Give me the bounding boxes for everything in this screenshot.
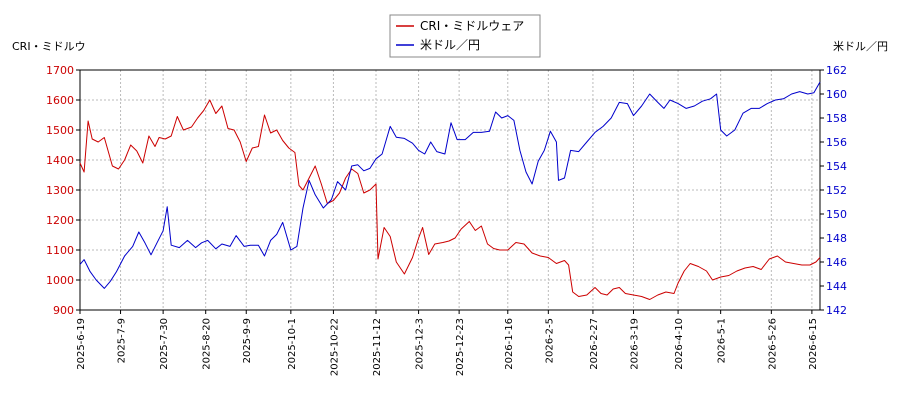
- right-tick-label: 162: [826, 64, 847, 77]
- x-tick-label: 2025-8-20: [202, 318, 213, 370]
- legend: CRI・ミドルウェア 米ドル／円: [389, 14, 541, 58]
- left-tick-label: 1600: [46, 94, 74, 107]
- left-tick-label: 1500: [46, 124, 74, 137]
- legend-label-cri: CRI・ミドルウェア: [420, 19, 524, 33]
- right-tick-label: 154: [826, 160, 847, 173]
- right-tick-label: 150: [826, 208, 847, 221]
- x-tick-label: 2026-2-27: [589, 318, 600, 370]
- left-axis-ticks: 900 1000 1100 1200 1300 1400 1500 1600 1700: [46, 64, 80, 317]
- legend-label-usdjpy: 米ドル／円: [420, 38, 480, 52]
- x-tick-label: 2026-5-26: [767, 318, 778, 370]
- x-tick-label: 2026-6-15: [808, 318, 819, 370]
- x-axis-ticks: 2025-6-19 2025-7-9 2025-7-30 2025-8-20 2025-…: [76, 310, 819, 376]
- x-tick-label: 2025-9-9: [242, 318, 253, 363]
- right-tick-label: 144: [826, 280, 847, 293]
- left-tick-label: 1400: [46, 154, 74, 167]
- left-tick-label: 1000: [46, 274, 74, 287]
- x-tick-label: 2025-10-22: [329, 318, 340, 376]
- x-tick-label: 2026-3-19: [629, 318, 640, 370]
- right-axis-label: 米ドル／円: [833, 40, 888, 53]
- legend-box: [389, 14, 541, 58]
- right-tick-label: 146: [826, 256, 847, 269]
- x-tick-label: 2025-7-9: [117, 318, 128, 363]
- right-tick-label: 158: [826, 112, 847, 125]
- right-tick-label: 160: [826, 88, 847, 101]
- x-tick-label: 2025-11-12: [372, 318, 383, 376]
- left-tick-label: 1200: [46, 214, 74, 227]
- x-tick-label: 2025-7-30: [159, 318, 170, 370]
- x-tick-label: 2025-12-23: [455, 318, 466, 376]
- left-tick-label: 1100: [46, 244, 74, 257]
- x-tick-label: 2025-6-19: [76, 318, 87, 370]
- left-axis-label: CRI・ミドルウ: [12, 40, 86, 53]
- right-axis-ticks: 142 144 146 148 150 152 154 156 158 160 162: [820, 64, 847, 317]
- left-tick-label: 1700: [46, 64, 74, 77]
- x-tick-label: 2026-5-1: [717, 318, 728, 363]
- x-tick-label: 2026-2-5: [544, 318, 555, 363]
- series-lines: [79, 81, 821, 300]
- x-tick-label: 2025-12-3: [415, 318, 426, 370]
- x-tick-label: 2026-4-10: [674, 318, 685, 370]
- series-line-cri: [79, 99, 821, 300]
- right-tick-label: 156: [826, 136, 847, 149]
- x-tick-label: 2025-10-1: [287, 318, 298, 370]
- x-tick-label: 2026-1-16: [504, 318, 515, 370]
- right-tick-label: 152: [826, 184, 847, 197]
- right-tick-label: 148: [826, 232, 847, 245]
- left-tick-label: 900: [53, 304, 74, 317]
- series-line-usdjpy: [79, 81, 821, 289]
- left-tick-label: 1300: [46, 184, 74, 197]
- right-tick-label: 142: [826, 304, 847, 317]
